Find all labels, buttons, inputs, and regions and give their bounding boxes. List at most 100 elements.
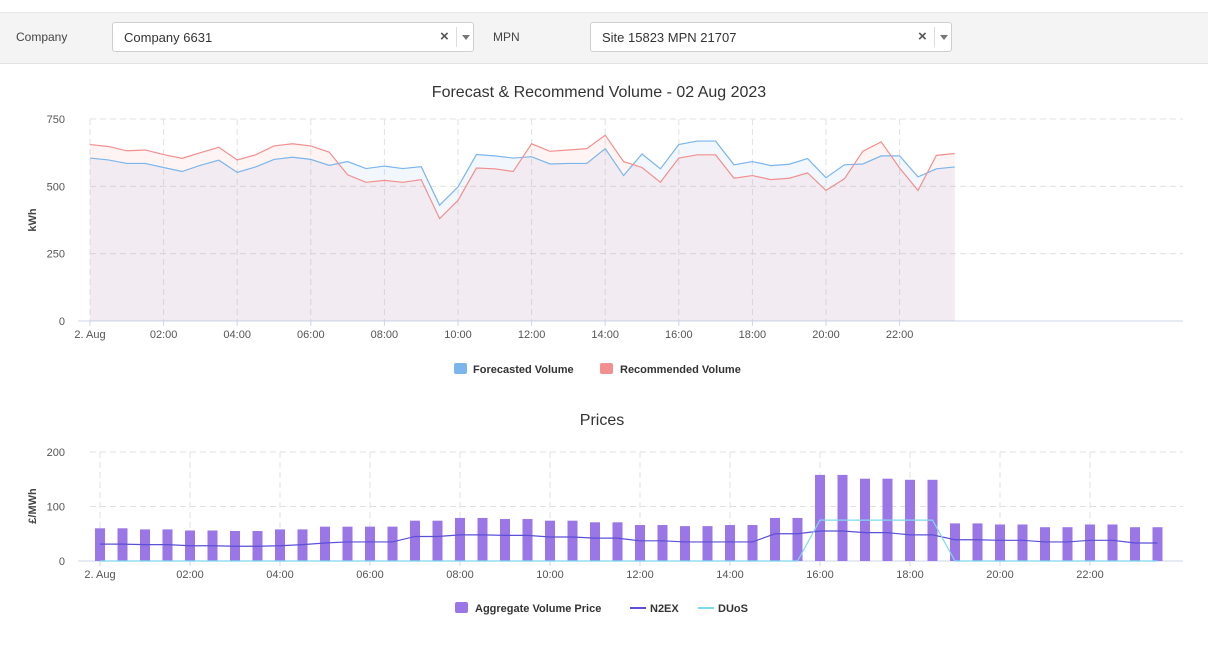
bar-aggregate-volume-price xyxy=(680,526,690,561)
prices-chart-legend: Aggregate Volume Price N2EX DUoS xyxy=(455,602,748,615)
prices-chart-x-tick-label: 22:00 xyxy=(1076,569,1104,581)
volume-chart-y-tick-label: 0 xyxy=(59,316,65,328)
bar-aggregate-volume-price xyxy=(612,522,623,561)
legend-item-forecasted-volume[interactable]: Forecasted Volume xyxy=(454,363,574,376)
legend-item-aggregate-volume-price[interactable]: Aggregate Volume Price xyxy=(455,602,601,615)
company-chevron-down-icon[interactable] xyxy=(462,35,470,40)
volume-chart-y-tick-label: 250 xyxy=(47,249,65,261)
prices-chart-x-tick-label: 2. Aug xyxy=(84,569,115,581)
bar-aggregate-volume-price xyxy=(702,526,713,561)
mpn-select-divider xyxy=(934,27,935,47)
prices-chart-x-tick-label: 18:00 xyxy=(896,569,924,581)
volume-chart-x-tick-label: 14:00 xyxy=(591,329,619,341)
company-label: Company xyxy=(16,30,68,44)
prices-chart-x-tick-label: 04:00 xyxy=(266,569,294,581)
bar-aggregate-volume-price xyxy=(1062,527,1073,561)
volume-chart-x-tick-label: 02:00 xyxy=(150,329,178,341)
volume-chart-x-tick-label: 04:00 xyxy=(223,329,251,341)
area-forecasted-volume xyxy=(90,141,955,321)
bar-aggregate-volume-price xyxy=(995,524,1005,561)
bar-aggregate-volume-price xyxy=(522,519,533,561)
line-recommended-volume xyxy=(89,134,955,220)
legend-swatch-recommended-volume xyxy=(600,363,613,374)
bar-aggregate-volume-price xyxy=(770,517,780,561)
volume-chart-x-tick-label: 12:00 xyxy=(518,329,546,341)
bar-aggregate-volume-price xyxy=(1085,524,1095,561)
bar-aggregate-volume-price xyxy=(1152,527,1163,561)
volume-chart-x-tick-label: 18:00 xyxy=(739,329,767,341)
volume-chart-x-tick-label: 10:00 xyxy=(444,329,472,341)
bar-aggregate-volume-price xyxy=(432,520,443,561)
bar-aggregate-volume-price xyxy=(1017,524,1028,561)
volume-chart-title: Forecast & Recommend Volume - 02 Aug 202… xyxy=(432,84,767,101)
legend-label-n2ex: N2EX xyxy=(650,603,679,615)
bar-aggregate-volume-price xyxy=(815,474,825,561)
bar-aggregate-volume-price xyxy=(747,525,758,561)
volume-chart-x-tick-label: 22:00 xyxy=(886,329,914,341)
legend-label-forecasted-volume: Forecasted Volume xyxy=(473,364,574,376)
bar-aggregate-volume-price xyxy=(590,522,600,561)
volume-chart-x-tick-label: 16:00 xyxy=(665,329,693,341)
legend-label-duos: DUoS xyxy=(718,603,748,615)
bar-aggregate-volume-price xyxy=(950,523,960,561)
volume-chart-x-tick-label: 20:00 xyxy=(812,329,840,341)
prices-chart-y-axis-label: £/MWh xyxy=(27,488,39,524)
prices-chart-y-tick-label: 100 xyxy=(47,502,65,514)
legend-label-recommended-volume: Recommended Volume xyxy=(620,364,741,376)
bar-aggregate-volume-price xyxy=(792,517,803,561)
bar-aggregate-volume-price xyxy=(365,526,375,561)
bar-aggregate-volume-price xyxy=(455,517,465,561)
bar-aggregate-volume-price xyxy=(725,525,735,561)
volume-chart-x-tick-label: 08:00 xyxy=(371,329,399,341)
prices-chart-x-tick-label: 20:00 xyxy=(986,569,1014,581)
bar-aggregate-volume-price xyxy=(410,520,420,561)
bar-aggregate-volume-price xyxy=(500,519,510,561)
bar-aggregate-volume-price xyxy=(635,525,645,561)
filter-bar: Company Company 6631 × MPN Site 15823 MP… xyxy=(0,12,1208,64)
bar-aggregate-volume-price xyxy=(320,526,330,561)
volume-chart-legend: Forecasted Volume Recommended Volume xyxy=(454,363,741,376)
area-recommended-volume xyxy=(90,135,955,321)
mpn-clear-icon[interactable]: × xyxy=(918,28,927,45)
bar-aggregate-volume-price xyxy=(972,523,983,561)
legend-item-duos[interactable]: DUoS xyxy=(698,603,748,615)
bar-aggregate-volume-price xyxy=(477,517,488,561)
prices-chart-x-tick-label: 10:00 xyxy=(536,569,564,581)
company-select[interactable]: Company 6631 × xyxy=(112,22,474,52)
bar-aggregate-volume-price xyxy=(342,526,353,561)
bar-aggregate-volume-price xyxy=(545,520,555,561)
prices-chart-title: Prices xyxy=(580,412,624,429)
volume-chart-y-tick-label: 500 xyxy=(47,181,65,193)
volume-chart-x-tick-label: 06:00 xyxy=(297,329,325,341)
prices-chart-x-tick-label: 02:00 xyxy=(176,569,204,581)
volume-chart-y-tick-label: 750 xyxy=(47,114,65,126)
bar-aggregate-volume-price xyxy=(1107,524,1118,561)
legend-item-recommended-volume[interactable]: Recommended Volume xyxy=(600,363,741,376)
bar-aggregate-volume-price xyxy=(837,474,848,561)
prices-chart-x-tick-label: 14:00 xyxy=(716,569,744,581)
legend-item-n2ex[interactable]: N2EX xyxy=(630,603,679,615)
mpn-select[interactable]: Site 15823 MPN 21707 × xyxy=(590,22,952,52)
company-clear-icon[interactable]: × xyxy=(440,28,449,45)
prices-chart-x-tick-label: 16:00 xyxy=(806,569,834,581)
volume-chart-x-tick-label: 2. Aug xyxy=(74,329,105,341)
bar-aggregate-volume-price xyxy=(1040,527,1050,561)
bar-aggregate-volume-price xyxy=(567,520,578,561)
mpn-select-value: Site 15823 MPN 21707 xyxy=(602,30,737,45)
mpn-label: MPN xyxy=(493,30,520,44)
prices-chart-y-tick-label: 0 xyxy=(59,556,65,568)
company-select-divider xyxy=(456,27,457,47)
prices-chart-x-tick-label: 12:00 xyxy=(626,569,654,581)
bar-aggregate-volume-price xyxy=(387,526,398,561)
bar-aggregate-volume-price xyxy=(657,525,668,561)
legend-swatch-aggregate-volume-price xyxy=(455,602,468,613)
prices-chart-x-tick-label: 08:00 xyxy=(446,569,474,581)
mpn-chevron-down-icon[interactable] xyxy=(940,35,948,40)
prices-chart-x-tick-label: 06:00 xyxy=(356,569,384,581)
legend-swatch-forecasted-volume xyxy=(454,363,467,374)
prices-chart-y-tick-label: 200 xyxy=(47,447,65,459)
company-select-value: Company 6631 xyxy=(124,30,213,45)
line-duos xyxy=(100,519,1158,562)
line-n2ex xyxy=(100,530,1158,547)
